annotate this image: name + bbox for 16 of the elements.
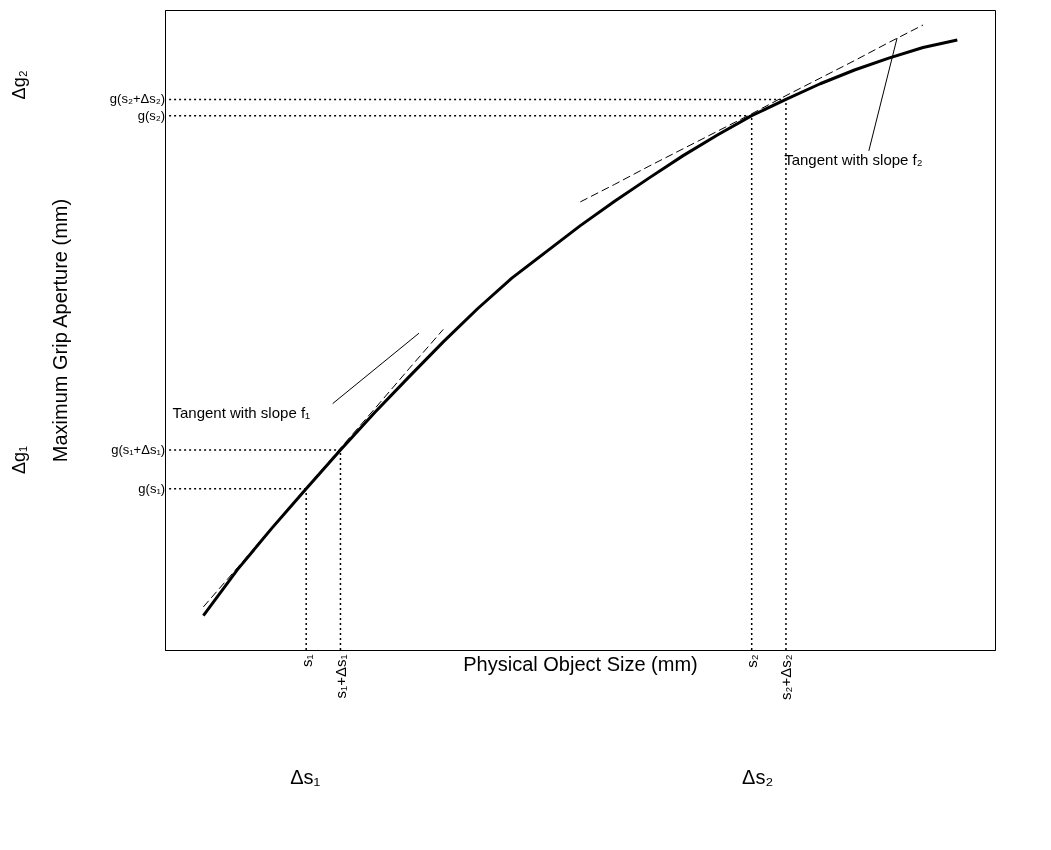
annotation: Tangent with slope f₂ [784,150,923,168]
annotation: Tangent with slope f₁ [172,404,311,422]
series-label: g(s₂) [137,107,166,123]
text: Δg₂ [8,70,29,100]
x-tick-label: s₂+Δs₂ [777,654,795,700]
text: Δs₁ [290,766,321,788]
text: Δg₁ [8,445,29,474]
series-label: g(s₂+Δs₂) [109,91,166,107]
x-tick-label: s₁+Δs₁ [331,654,349,699]
x-axis-title: Physical Object Size (mm) [463,652,698,675]
x-tick-label: s₁ [297,654,315,668]
text: Δs₂ [742,766,774,788]
series-label: g(s₁) [138,480,166,496]
x-tick-label: s₂ [743,654,761,668]
y-axis-title: Maximum Grip Aperture (mm) [48,198,71,463]
series-label: g(s₁+Δs₁) [111,442,166,457]
